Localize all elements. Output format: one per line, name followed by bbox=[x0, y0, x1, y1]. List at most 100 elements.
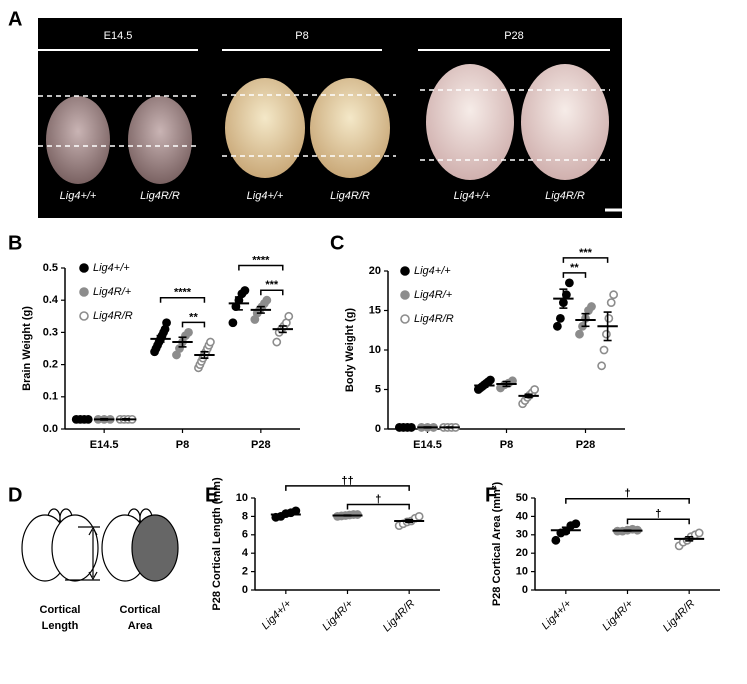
data-point bbox=[228, 318, 238, 328]
y-tick-label: 0 bbox=[522, 584, 528, 596]
schematic-label: Cortical bbox=[40, 604, 81, 616]
genotype-label: Lig4R/R bbox=[545, 190, 585, 202]
y-tick-label: 2 bbox=[242, 566, 248, 578]
y-tick-label: 0.4 bbox=[43, 294, 59, 306]
legend-label: Lig4R/R bbox=[414, 313, 454, 325]
y-tick-label: 10 bbox=[516, 566, 528, 578]
y-axis-title: Body Weight (g) bbox=[344, 308, 356, 392]
data-point bbox=[206, 337, 215, 347]
x-tick-label: E14.5 bbox=[90, 439, 119, 451]
panel-label: C bbox=[330, 232, 344, 254]
data-point bbox=[602, 329, 611, 339]
y-tick-label: 0.0 bbox=[43, 423, 58, 435]
x-tick-label: E14.5 bbox=[413, 439, 442, 451]
y-tick-label: 0.5 bbox=[43, 262, 58, 274]
schematic-label: Length bbox=[42, 620, 79, 632]
stage-label: P8 bbox=[295, 30, 308, 42]
y-tick-label: 5 bbox=[375, 383, 381, 395]
legend-marker bbox=[79, 263, 89, 273]
x-tick-label: Lig4R/R bbox=[381, 598, 418, 635]
significance-bracket bbox=[285, 485, 410, 491]
data-point bbox=[552, 321, 562, 331]
data-point bbox=[604, 313, 614, 323]
stage-label: P28 bbox=[504, 30, 524, 42]
x-tick-label: Lig4R/+ bbox=[320, 597, 356, 633]
significance-bracket bbox=[260, 289, 284, 296]
legend-marker bbox=[79, 287, 89, 297]
y-tick-label: 0.3 bbox=[43, 326, 58, 338]
data-point bbox=[575, 329, 584, 339]
significance-bracket bbox=[181, 321, 206, 328]
genotype-label: Lig4R/R bbox=[330, 190, 370, 202]
significance-label: ** bbox=[570, 262, 579, 274]
panel-label: E bbox=[205, 484, 218, 506]
data-point bbox=[587, 302, 596, 311]
data-point bbox=[597, 361, 607, 371]
data-point bbox=[272, 337, 282, 347]
legend-label: Lig4R/R bbox=[93, 310, 133, 322]
significance-label: **** bbox=[174, 287, 192, 299]
data-point bbox=[609, 290, 619, 300]
x-tick-label: Lig4+/+ bbox=[540, 597, 575, 632]
legend-marker bbox=[400, 290, 410, 300]
y-tick-label: 20 bbox=[369, 265, 381, 277]
panel-label: D bbox=[8, 484, 22, 506]
y-tick-label: 20 bbox=[516, 547, 528, 559]
x-tick-label: P8 bbox=[500, 439, 513, 451]
y-tick-label: 10 bbox=[369, 344, 381, 356]
data-point bbox=[606, 298, 616, 307]
y-tick-label: 15 bbox=[369, 304, 381, 316]
legend-label: Lig4+/+ bbox=[414, 265, 451, 277]
significance-label: *** bbox=[265, 279, 279, 291]
y-tick-label: 0.2 bbox=[43, 359, 58, 371]
y-tick-label: 0.1 bbox=[43, 391, 58, 403]
legend-label: Lig4+/+ bbox=[93, 262, 130, 274]
x-tick-label: Lig4R/R bbox=[661, 598, 698, 635]
y-tick-label: 30 bbox=[516, 529, 528, 541]
data-point bbox=[555, 313, 565, 323]
x-tick-label: P28 bbox=[251, 439, 271, 451]
data-point bbox=[564, 278, 574, 288]
significance-bracket bbox=[626, 518, 690, 525]
y-tick-label: 0 bbox=[375, 423, 381, 435]
panel-label: B bbox=[8, 232, 22, 254]
significance-label: **** bbox=[252, 254, 270, 266]
legend-label: Lig4R/+ bbox=[414, 289, 453, 301]
significance-bracket bbox=[346, 503, 410, 510]
genotype-label: Lig4R/R bbox=[140, 190, 180, 202]
y-tick-label: 10 bbox=[236, 492, 248, 504]
data-point bbox=[184, 327, 193, 337]
x-tick-label: P8 bbox=[176, 439, 189, 451]
x-tick-label: Lig4+/+ bbox=[260, 597, 295, 632]
x-tick-label: Lig4R/+ bbox=[600, 597, 636, 633]
legend-label: Lig4R/+ bbox=[93, 286, 132, 298]
data-point bbox=[599, 345, 609, 355]
schematic bbox=[21, 508, 179, 582]
data-point bbox=[291, 506, 301, 516]
data-point bbox=[414, 512, 424, 521]
x-tick-label: P28 bbox=[576, 439, 596, 451]
significance-label: ** bbox=[189, 311, 198, 323]
schematic-label: Area bbox=[128, 620, 153, 632]
significance-label: † bbox=[624, 488, 630, 500]
data-point bbox=[240, 286, 250, 295]
significance-label: † bbox=[655, 508, 661, 520]
significance-bracket bbox=[562, 272, 587, 278]
data-point bbox=[485, 375, 495, 385]
y-tick-label: 6 bbox=[242, 529, 248, 541]
schematic-label: Cortical bbox=[120, 604, 161, 616]
stage-label: E14.5 bbox=[104, 30, 133, 42]
significance-label: *** bbox=[579, 247, 593, 259]
y-axis-title: P28 Cortical Length (mm) bbox=[211, 477, 223, 611]
significance-label: †† bbox=[341, 475, 353, 487]
data-point bbox=[694, 528, 704, 538]
panel-label: A bbox=[8, 8, 22, 30]
data-point bbox=[262, 295, 272, 305]
data-point bbox=[284, 311, 294, 321]
significance-bracket bbox=[562, 257, 609, 263]
y-tick-label: 50 bbox=[516, 492, 528, 504]
genotype-label: Lig4+/+ bbox=[454, 190, 491, 202]
y-tick-label: 8 bbox=[242, 510, 248, 522]
panel-label: F bbox=[485, 484, 497, 506]
